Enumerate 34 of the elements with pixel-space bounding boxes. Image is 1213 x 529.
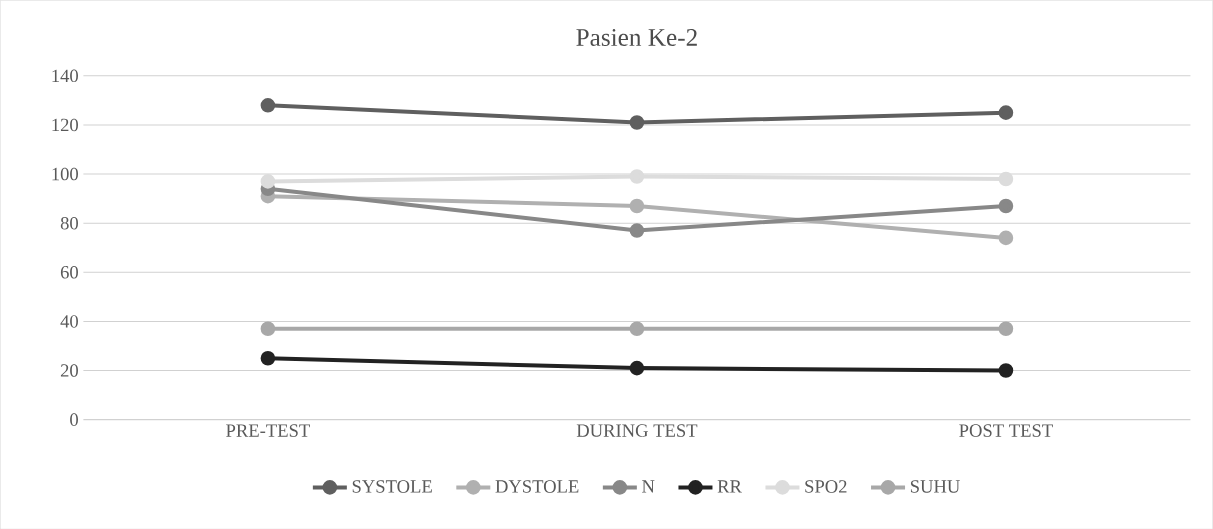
point — [998, 230, 1014, 245]
y-tick-label: 0 — [70, 413, 78, 426]
point — [260, 321, 276, 336]
y-tick-label: 100 — [52, 167, 78, 181]
legend-label: DYSTOLE — [495, 480, 579, 493]
point — [629, 168, 645, 184]
point — [998, 321, 1014, 336]
legend-label: RR — [717, 480, 742, 493]
x-tick-label: POST TEST — [959, 424, 1053, 437]
legend-label: SYSTOLE — [352, 480, 432, 493]
x-tick-label: PRE-TEST — [226, 424, 310, 437]
y-tick-label: 80 — [60, 216, 78, 230]
legend-label: N — [642, 480, 655, 493]
chart-title: Pasien Ke-2 — [576, 28, 697, 46]
x-tick-label: DURING TEST — [576, 424, 698, 437]
point — [998, 198, 1014, 214]
point — [998, 171, 1014, 187]
point — [260, 97, 276, 113]
y-tick-label: 20 — [60, 364, 78, 377]
point — [629, 321, 645, 336]
point — [629, 198, 645, 214]
legend-label: SPO2 — [805, 480, 847, 493]
point — [629, 360, 645, 376]
y-tick-label: 120 — [52, 118, 78, 131]
point — [998, 363, 1014, 378]
y-tick-label: 60 — [60, 265, 78, 279]
point — [629, 114, 645, 130]
point — [260, 173, 276, 189]
y-tick-label: 140 — [52, 69, 78, 82]
point — [998, 105, 1014, 120]
legend-label: SUHU — [910, 480, 960, 493]
y-tick-label: 40 — [60, 314, 78, 328]
point — [629, 223, 645, 238]
point — [260, 350, 276, 366]
